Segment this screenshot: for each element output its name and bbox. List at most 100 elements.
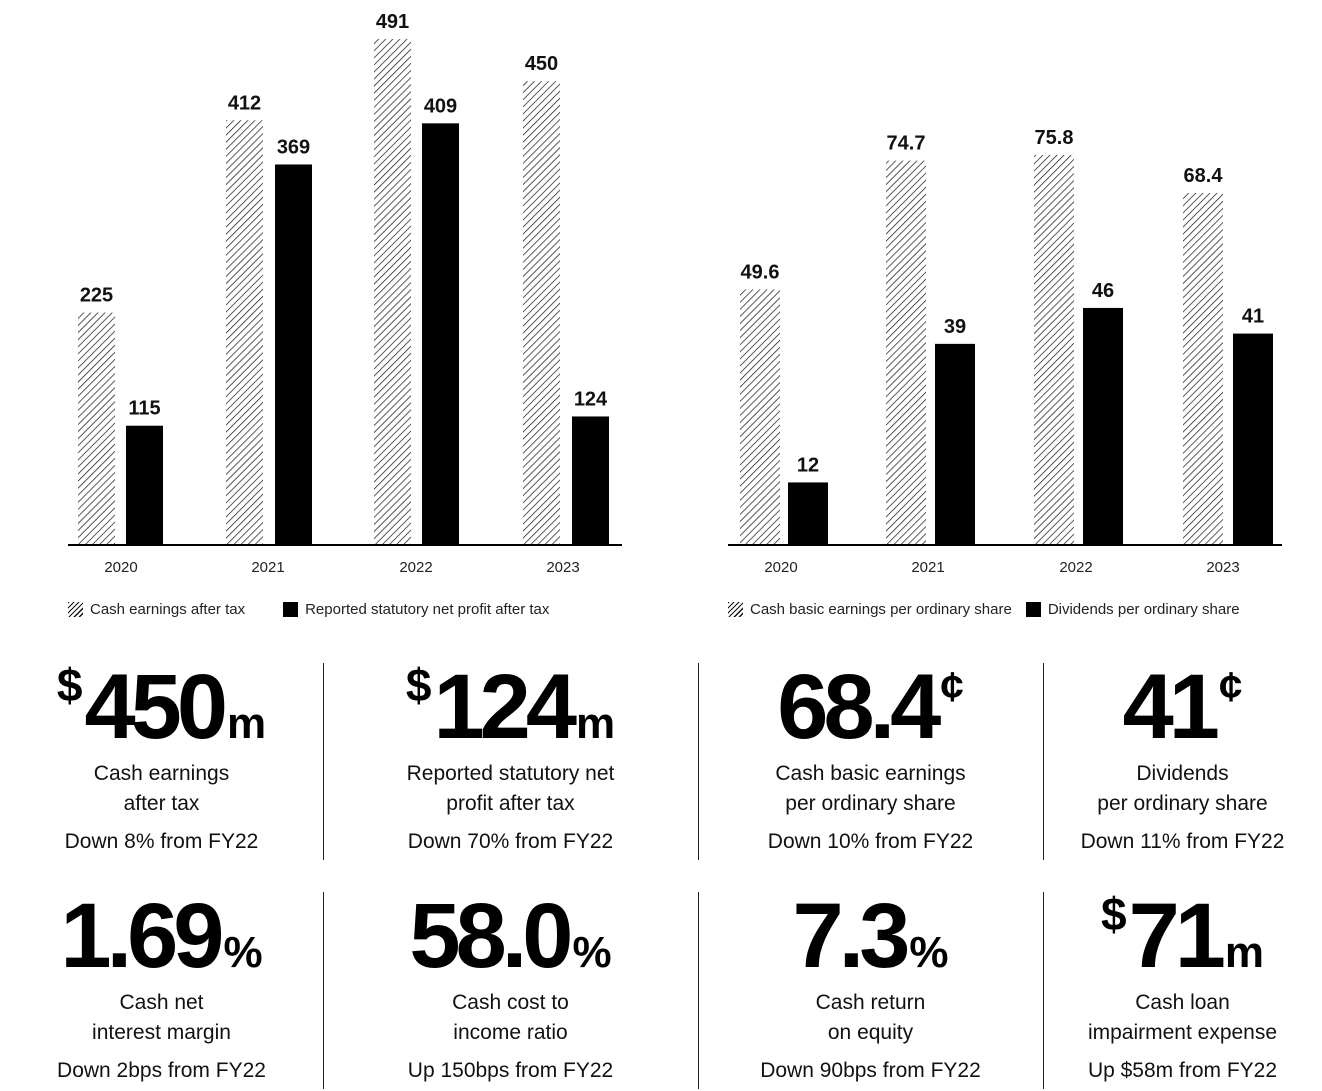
bar-value-label: 74.7 xyxy=(887,133,926,155)
bar-value-label: 369 xyxy=(277,136,310,158)
kpi-suffix: m xyxy=(226,699,267,748)
legend-label: Cash earnings after tax xyxy=(90,601,246,618)
bar-value-label: 12 xyxy=(797,454,819,476)
x-tick-label: 2023 xyxy=(1206,559,1239,576)
kpi-suffix: % xyxy=(572,928,612,977)
x-tick-label: 2021 xyxy=(251,559,284,576)
kpi-prefix: $ xyxy=(56,659,83,711)
kpi-change: Up 150bps from FY22 xyxy=(407,1059,614,1082)
kpi-change: Up $58m from FY22 xyxy=(1087,1059,1278,1082)
eps-dividends-legend: Cash basic earnings per ordinary share D… xyxy=(728,601,1240,618)
kpi-value: 58.0 % xyxy=(409,886,611,986)
kpi-cents-sign: ¢ xyxy=(1218,663,1243,710)
bar-value-label: 39 xyxy=(944,316,966,338)
kpi-row-2: 1.69 % Cash net interest margin Down 2bp… xyxy=(0,884,1322,1089)
kpi-desc-line: Cash loan xyxy=(1135,991,1230,1014)
solid-bar-2020 xyxy=(126,425,163,544)
bar-value-label: 412 xyxy=(228,92,261,114)
hatched-bar-2020 xyxy=(740,289,780,544)
hatched-bar-2023 xyxy=(1183,192,1223,544)
kpi-desc-line: interest margin xyxy=(92,1021,231,1044)
kpi-desc-line: Cash earnings xyxy=(93,762,230,785)
legend-hatched-swatch xyxy=(68,602,83,617)
bar-value-label: 491 xyxy=(376,11,409,33)
eps-dividends-chart: 49.6 74.7 75.8 68.4 12 39 46 41 2020 2021 2022 2023… xyxy=(660,0,1322,630)
kpi-number: 1.69 xyxy=(60,885,224,987)
x-tick-label: 2022 xyxy=(399,559,432,576)
cash-earnings-chart: 225 412 491 450 115 369 409 124 2020 2021 2022 2023… xyxy=(0,0,660,630)
kpi-change: Down 70% from FY22 xyxy=(407,830,614,853)
cash-earnings-chart-svg: 225 412 491 450 115 369 409 124 2020 2021 2022 2023 xyxy=(68,11,622,576)
bar-value-label: 409 xyxy=(424,95,457,117)
solid-bar-2023 xyxy=(572,416,609,544)
kpi-value: 7.3 % xyxy=(792,886,948,986)
bar-value-label: 115 xyxy=(128,398,160,420)
bar-value-label: 41 xyxy=(1242,306,1264,328)
kpi-desc-line: after tax xyxy=(123,792,200,815)
kpi-change: Down 11% from FY22 xyxy=(1080,830,1285,853)
kpi-statutory-profit: $ 124 m Reported statutory net profit af… xyxy=(323,655,698,860)
bar-value-label: 75.8 xyxy=(1035,127,1074,149)
kpi-desc-line: Dividends xyxy=(1136,762,1229,785)
x-tick-label: 2020 xyxy=(104,559,137,576)
kpi-suffix: % xyxy=(223,928,263,977)
kpi-number: 450 xyxy=(84,656,227,758)
solid-bar-2022 xyxy=(422,123,459,545)
kpi-number: 71 xyxy=(1128,885,1226,987)
eps-dividends-chart-svg: 49.6 74.7 75.8 68.4 12 39 46 41 2020 2021 2022 2023 xyxy=(728,127,1282,576)
bar-value-label: 450 xyxy=(525,53,558,75)
kpi-desc-line: on equity xyxy=(827,1021,914,1044)
kpi-value: 41 ¢ xyxy=(1123,657,1243,757)
hatched-bar-2021 xyxy=(886,160,926,544)
kpi-desc-line: Cash return xyxy=(815,991,926,1014)
kpi-change: Down 2bps from FY22 xyxy=(57,1059,266,1082)
bar-value-label: 49.6 xyxy=(741,261,780,283)
kpi-change: Down 8% from FY22 xyxy=(64,830,259,853)
kpi-cash-earnings: $ 450 m Cash earnings after tax Down 8% … xyxy=(0,655,323,860)
kpi-prefix: $ xyxy=(405,659,432,711)
kpi-loan-impairment: $ 71 m Cash loan impairment expense Up $… xyxy=(1043,884,1322,1089)
kpi-grid: $ 450 m Cash earnings after tax Down 8% … xyxy=(0,655,1322,1091)
legend-solid-swatch xyxy=(283,602,299,617)
kpi-value: 68.4 ¢ xyxy=(777,657,963,757)
legend-solid-swatch xyxy=(1025,602,1041,617)
x-tick-label: 2023 xyxy=(546,559,579,576)
kpi-desc-line: Reported statutory net xyxy=(406,762,615,785)
kpi-cash-eps: 68.4 ¢ Cash basic earnings per ordinary … xyxy=(698,655,1043,860)
solid-bar-2023 xyxy=(1233,333,1273,544)
kpi-desc-line: Cash basic earnings xyxy=(775,762,966,785)
kpi-value: $ 450 m xyxy=(57,657,266,757)
kpi-row-1: $ 450 m Cash earnings after tax Down 8% … xyxy=(0,655,1322,860)
legend-label: Reported statutory net profit after tax xyxy=(305,601,550,618)
cash-earnings-legend: Cash earnings after tax Reported statuto… xyxy=(68,601,549,618)
legend-item-hatched: Cash basic earnings per ordinary share xyxy=(728,601,1012,618)
bar-value-label: 124 xyxy=(574,388,608,410)
hatched-bar-2023 xyxy=(523,81,560,545)
kpi-number: 68.4 xyxy=(777,656,941,758)
legend-hatched-swatch xyxy=(728,602,743,617)
x-tick-label: 2020 xyxy=(764,559,797,576)
bar-value-label: 68.4 xyxy=(1184,165,1224,187)
kpi-value: $ 124 m xyxy=(406,657,615,757)
kpi-desc-line: impairment expense xyxy=(1087,1021,1278,1044)
kpi-desc-line: Cash net xyxy=(119,991,204,1014)
kpi-number: 124 xyxy=(433,656,576,758)
kpi-change: Down 90bps from FY22 xyxy=(760,1059,981,1082)
kpi-desc-line: profit after tax xyxy=(446,792,575,815)
kpi-desc-line: per ordinary share xyxy=(785,792,956,815)
hatched-bar-2020 xyxy=(78,312,115,544)
x-tick-label: 2022 xyxy=(1059,559,1092,576)
solid-bar-2020 xyxy=(788,482,828,544)
kpi-value: 1.69 % xyxy=(60,886,262,986)
bar-value-label: 46 xyxy=(1092,280,1114,302)
kpi-desc-line: income ratio xyxy=(453,1021,568,1044)
kpi-suffix: m xyxy=(575,699,616,748)
kpi-cents-sign: ¢ xyxy=(940,663,964,710)
kpi-number: 7.3 xyxy=(792,885,910,987)
hatched-bar-2022 xyxy=(1034,155,1074,544)
kpi-suffix: m xyxy=(1224,928,1265,977)
kpi-prefix: $ xyxy=(1100,888,1127,940)
hatched-bar-2022 xyxy=(374,39,411,544)
solid-bar-2022 xyxy=(1083,307,1123,544)
bar-value-label: 225 xyxy=(80,285,113,307)
